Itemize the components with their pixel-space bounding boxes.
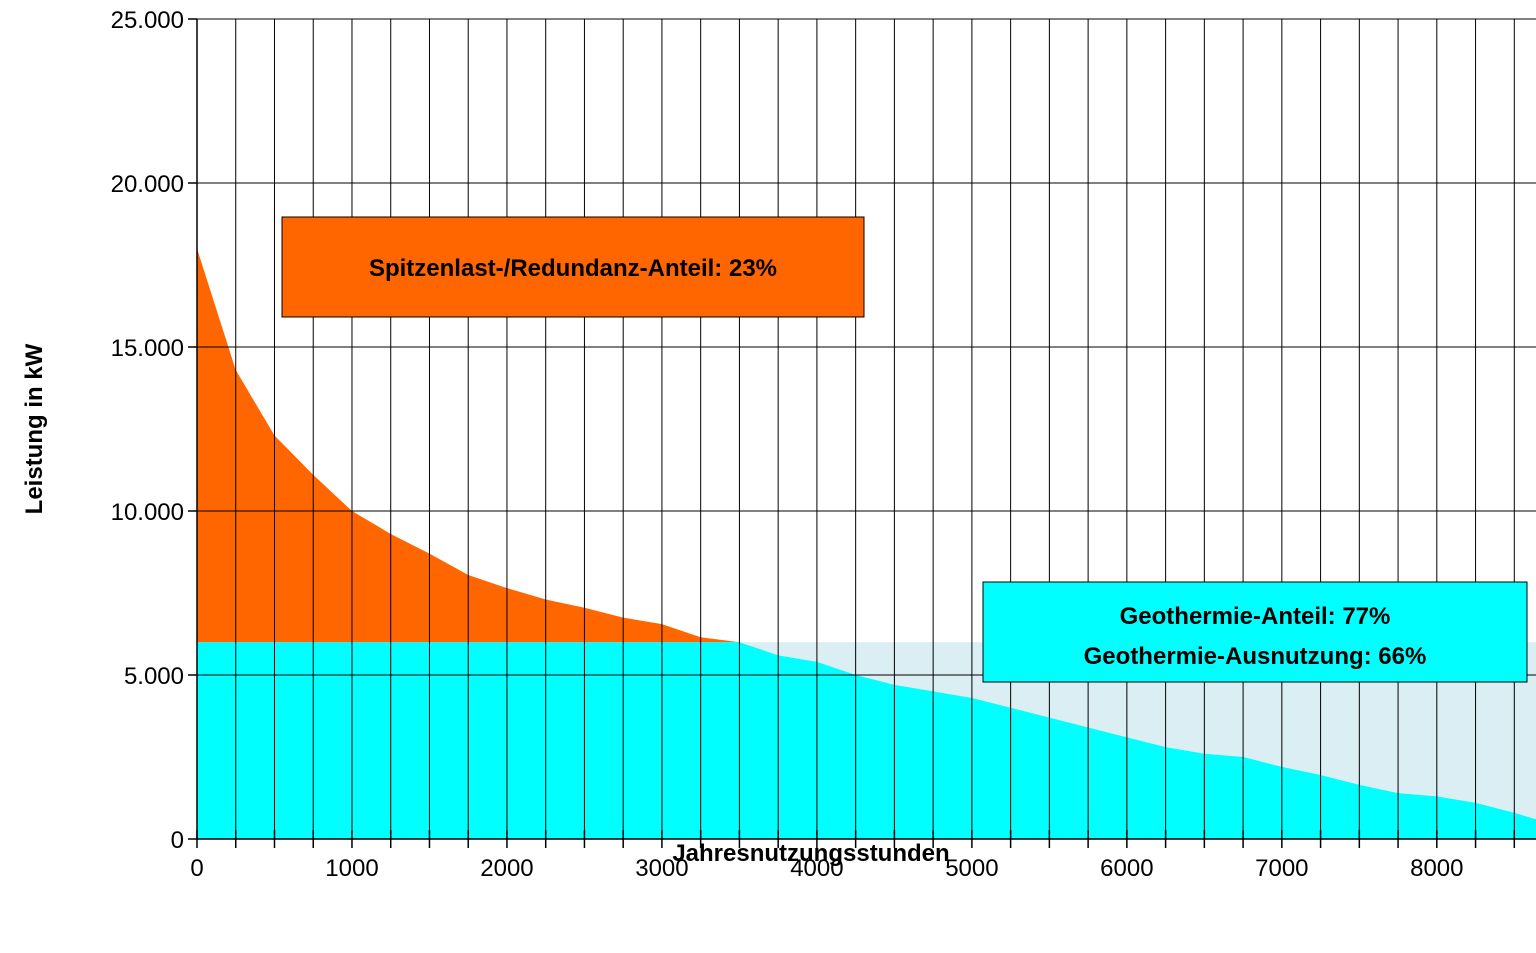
x-tick-label: 3000 [635, 855, 688, 882]
y-tick-label: 25.000 [111, 7, 184, 34]
y-tick-label: 10.000 [111, 499, 184, 526]
y-tick-label: 20.000 [111, 171, 184, 198]
geothermal-delivered-area [197, 642, 1536, 839]
peak-share-box [281, 216, 865, 318]
area-layer [197, 248, 1536, 839]
x-tick-label: 6000 [1100, 855, 1153, 882]
x-tick-label: 4000 [790, 855, 843, 882]
x-tick-label: 8000 [1410, 855, 1463, 882]
tick-label-layer: 0 5.000 10.000 15.000 20.000 25.000 0 1000 2000 3… [111, 7, 1464, 882]
y-tick-label: 15.000 [111, 335, 184, 362]
y-axis-title: Leistung in kW [21, 343, 48, 514]
peak-load-area [197, 248, 1536, 643]
x-tick-label: 5000 [945, 855, 998, 882]
x-tick-label: 2000 [480, 855, 533, 882]
y-tick-label: 5.000 [124, 663, 184, 690]
geothermal-share-label: Geothermie-Anteil: 77% [1120, 603, 1391, 630]
peak-share-label: Spitzenlast-/Redundanz-Anteil: 23% [369, 255, 777, 282]
geothermal-share-box [982, 581, 1528, 683]
peak-share-annotation: Spitzenlast-/Redundanz-Anteil: 23% [281, 216, 865, 318]
geothermal-usage-label: Geothermie-Ausnutzung: 66% [1084, 643, 1427, 670]
x-axis-title: Jahresnutzungsstunden [672, 840, 949, 867]
y-tick-label: 0 [171, 827, 184, 854]
x-tick-label: 1000 [325, 855, 378, 882]
geothermal-share-annotation: Geothermie-Anteil: 77% Geothermie-Ausnut… [982, 581, 1528, 683]
x-tick-label: 7000 [1255, 855, 1308, 882]
grid-layer [197, 18, 1536, 839]
x-tick-label: 0 [190, 855, 203, 882]
axes-layer [188, 18, 1536, 848]
